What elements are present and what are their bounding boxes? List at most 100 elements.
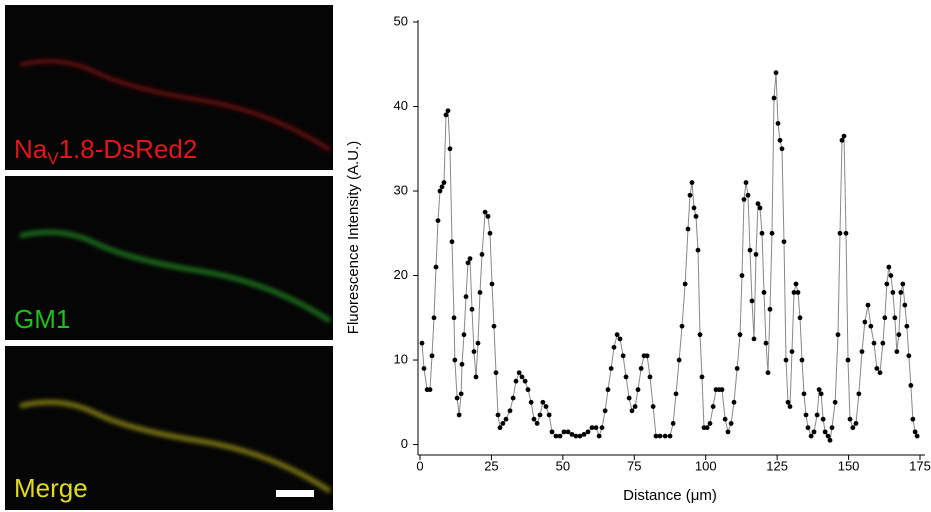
data-point xyxy=(540,399,546,405)
x-axis-title: Distance (μm) xyxy=(623,487,717,504)
data-point xyxy=(419,340,425,346)
data-point xyxy=(886,264,892,270)
data-point xyxy=(491,323,497,329)
data-point xyxy=(865,302,871,308)
y-tick-label: 20 xyxy=(394,267,408,282)
data-point xyxy=(845,357,851,363)
data-point xyxy=(749,298,755,304)
data-point xyxy=(487,230,493,236)
data-point xyxy=(623,374,629,380)
data-point xyxy=(853,421,859,426)
data-point xyxy=(693,213,699,219)
data-point xyxy=(888,273,894,278)
data-point xyxy=(882,315,888,321)
data-point xyxy=(755,201,761,207)
data-point xyxy=(617,336,623,342)
data-point xyxy=(485,213,491,219)
y-tick-label: 50 xyxy=(394,13,408,28)
x-tick-label: 175 xyxy=(909,458,931,473)
data-point xyxy=(765,370,771,376)
data-point xyxy=(549,429,555,435)
data-point xyxy=(825,433,831,439)
data-point xyxy=(773,70,779,76)
data-point xyxy=(841,133,847,139)
data-point xyxy=(629,408,635,414)
data-point xyxy=(787,404,793,409)
data-point xyxy=(528,399,534,405)
data-point xyxy=(581,432,587,437)
data-point xyxy=(687,192,693,198)
data-point xyxy=(519,374,525,380)
data-point xyxy=(722,416,728,422)
x-tick-label: 0 xyxy=(416,458,423,473)
data-point xyxy=(439,184,445,190)
data-point xyxy=(811,429,817,435)
data-point xyxy=(785,399,791,405)
data-point xyxy=(561,429,567,435)
panel-label: GM1 xyxy=(14,304,70,334)
data-point xyxy=(781,239,787,245)
data-point xyxy=(531,416,537,422)
data-point xyxy=(469,306,475,312)
label-part: Merge xyxy=(14,473,88,503)
data-point xyxy=(850,425,856,431)
data-point xyxy=(620,353,626,359)
data-point xyxy=(707,421,713,426)
data-point xyxy=(783,357,789,363)
data-point xyxy=(632,404,638,409)
data-point xyxy=(791,290,797,295)
label-part: 1.8-DsRed2 xyxy=(59,134,198,164)
y-tick-label: 10 xyxy=(394,351,408,366)
data-point xyxy=(898,290,904,295)
data-point xyxy=(691,205,697,211)
data-point xyxy=(662,433,668,439)
data-point xyxy=(458,391,464,397)
data-point xyxy=(626,395,632,401)
x-tick-label: 75 xyxy=(627,458,641,473)
data-point xyxy=(743,180,749,185)
data-point xyxy=(605,387,611,393)
y-tick-label: 40 xyxy=(394,98,408,113)
data-point xyxy=(427,387,433,393)
data-point xyxy=(904,323,910,329)
data-point xyxy=(837,230,843,236)
data-point xyxy=(467,256,473,262)
data-point xyxy=(862,319,868,325)
data-point xyxy=(534,421,540,426)
y-axis-title: Fluorescence Intensity (A.U.) xyxy=(345,141,362,334)
data-point xyxy=(747,247,753,253)
data-point xyxy=(510,395,516,401)
data-point xyxy=(546,412,552,418)
data-point xyxy=(593,425,599,431)
data-point xyxy=(759,230,765,236)
profile-line xyxy=(421,72,918,442)
data-point xyxy=(429,353,435,359)
data-point xyxy=(737,332,743,338)
data-point xyxy=(835,332,841,338)
data-point xyxy=(789,349,795,354)
data-point xyxy=(602,408,608,414)
data-point xyxy=(799,357,805,363)
data-point xyxy=(775,121,781,126)
data-point xyxy=(589,425,595,431)
data-point xyxy=(906,353,912,359)
data-point xyxy=(902,302,908,308)
data-point xyxy=(896,332,902,338)
data-point xyxy=(704,425,710,431)
data-point xyxy=(795,290,801,295)
axon-green xyxy=(19,229,332,324)
data-point xyxy=(761,290,767,295)
x-tick-label: 25 xyxy=(484,458,498,473)
data-point xyxy=(475,340,481,346)
data-point xyxy=(884,281,890,287)
data-point xyxy=(710,404,716,409)
data-point xyxy=(818,391,824,397)
panel-label: Merge xyxy=(14,473,88,503)
line-chart: 0 10 20 30 40 50 0 25 50 75 100 125 150 175 Distance (… xyxy=(345,13,931,504)
data-point xyxy=(803,412,809,418)
panel-labels: NaV1.8-DsRed2 GM1 Merge xyxy=(14,134,197,503)
data-point xyxy=(797,315,803,321)
data-point xyxy=(734,366,740,371)
data-point xyxy=(728,421,734,426)
